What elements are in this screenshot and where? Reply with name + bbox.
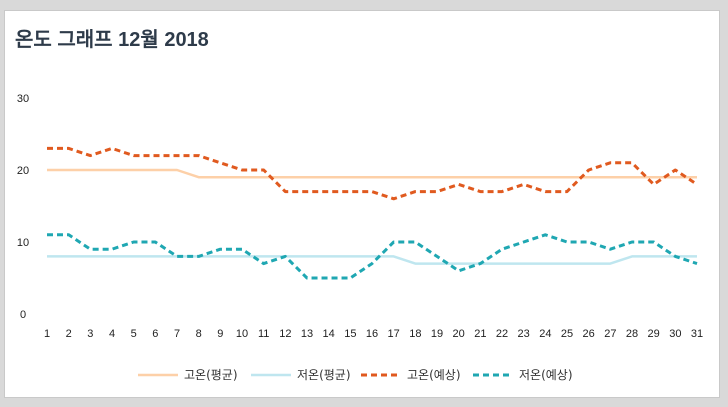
x-tick-label: 27 (604, 328, 616, 340)
y-tick-label: 20 (17, 165, 29, 177)
x-tick-label: 11 (258, 328, 269, 340)
x-tick-label: 13 (301, 328, 313, 340)
x-tick-label: 14 (323, 328, 335, 340)
legend-label: 고온(예상) (407, 368, 461, 382)
chart-card: 온도 그래프 12월 2018 0 10 20 30 1 2 3 4 5 6 7 8 9 10 11 12 13… (4, 10, 720, 398)
x-tick-label: 15 (344, 328, 356, 340)
series-line-2 (47, 255, 697, 265)
x-tick-label: 16 (366, 328, 378, 340)
y-tick-label: 10 (17, 237, 29, 249)
x-tick-label: 19 (431, 328, 443, 340)
x-tick-label: 23 (518, 328, 530, 340)
x-tick-label: 21 (474, 328, 486, 340)
legend-label: 저온(평균) (297, 368, 351, 382)
x-tick-label: 3 (87, 328, 93, 340)
series-line-3 (47, 146, 698, 201)
x-tick-label: 20 (453, 328, 465, 340)
x-tick-label: 6 (152, 328, 158, 340)
x-tick-label: 30 (669, 328, 681, 340)
x-tick-label: 12 (279, 328, 291, 340)
x-tick-label: 18 (409, 328, 421, 340)
x-tick-label: 2 (66, 328, 72, 340)
x-tick-label: 8 (196, 328, 202, 340)
chart-title: 온도 그래프 12월 2018 (15, 29, 209, 51)
y-tick-label: 0 (20, 309, 26, 321)
x-tick-label: 25 (561, 328, 573, 340)
series-line-4 (47, 233, 698, 280)
x-tick-label: 9 (217, 328, 223, 340)
x-tick-label: 1 (44, 328, 50, 340)
x-tick-label: 26 (583, 328, 595, 340)
legend-label: 고온(평균) (184, 368, 238, 382)
x-tick-label: 5 (131, 328, 137, 340)
x-tick-label: 17 (388, 328, 400, 340)
legend-label: 저온(예상) (519, 368, 573, 382)
x-tick-label: 4 (109, 328, 115, 340)
x-tick-label: 22 (496, 328, 508, 340)
y-tick-label: 30 (17, 93, 29, 105)
x-tick-label: 7 (174, 328, 180, 340)
x-tick-label: 31 (691, 328, 703, 340)
x-tick-label: 24 (539, 328, 551, 340)
x-tick-label: 10 (236, 328, 248, 340)
series-line-1 (47, 168, 697, 179)
x-tick-label: 28 (626, 328, 638, 340)
x-tick-label: 29 (648, 328, 660, 340)
